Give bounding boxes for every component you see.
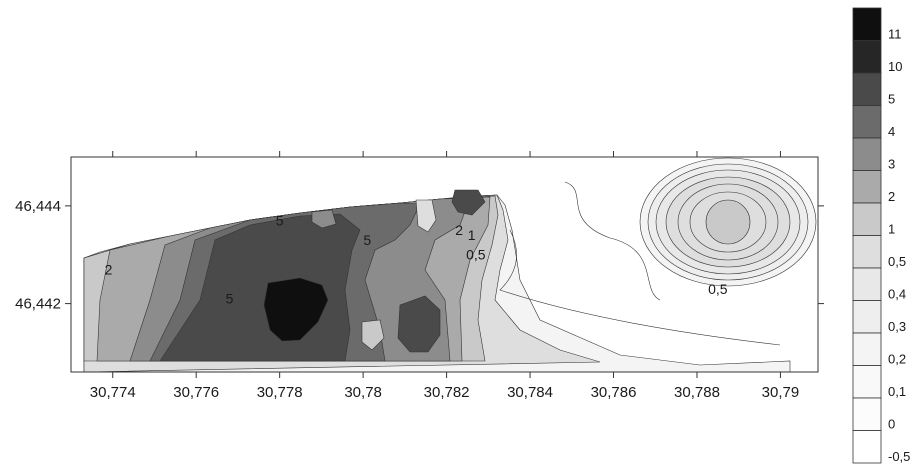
- legend-label: 2: [888, 189, 895, 204]
- contour-label: 5: [226, 291, 234, 307]
- contour-label: 5: [276, 212, 284, 228]
- contour-line: [499, 229, 781, 346]
- x-tick-label: 30,78: [344, 384, 382, 401]
- legend-swatch: [852, 137, 882, 171]
- legend-label: 11: [888, 27, 902, 42]
- contour-label: 1: [468, 227, 476, 243]
- legend-swatch: [852, 300, 882, 334]
- region-0-5-small: [415, 199, 437, 233]
- legend-label: 3: [888, 157, 895, 172]
- legend-swatch: [852, 170, 882, 204]
- legend-label: 10: [888, 59, 902, 74]
- legend-label: -0,5: [888, 449, 910, 464]
- legend-label: 0: [888, 417, 895, 432]
- dome-ring: [705, 199, 751, 245]
- legend-swatch: [852, 430, 882, 464]
- contour-label: 2: [105, 261, 113, 277]
- x-tick-label: 30,79: [762, 384, 800, 401]
- axes: 30,774 30,776 30,778 30,78 30,782 30,784 30,78…: [15, 151, 824, 401]
- legend-label: 0,2: [888, 352, 906, 367]
- contour-label: 5: [363, 232, 371, 248]
- legend-swatch: [852, 332, 882, 366]
- contour-line: [564, 181, 661, 301]
- plot-frame: [70, 156, 819, 373]
- legend-swatch: [852, 105, 882, 139]
- legend-swatch: [852, 72, 882, 106]
- contour-label: 0,5: [708, 281, 728, 297]
- x-tick-label: 30,776: [173, 384, 219, 401]
- region-5-small: [397, 295, 441, 353]
- plot-border: [70, 156, 819, 373]
- legend-label: 0,4: [888, 287, 906, 302]
- x-tick-label: 30,788: [674, 384, 720, 401]
- y-tick-label: 46,444: [15, 198, 61, 215]
- x-tick-label: 30,782: [424, 384, 470, 401]
- region-5-top: [451, 189, 486, 216]
- legend-swatch: [852, 267, 882, 301]
- legend-label: 0,5: [888, 254, 906, 269]
- x-tick-label: 30,786: [591, 384, 637, 401]
- region-3-small: [311, 209, 337, 229]
- legend-label: 5: [888, 92, 895, 107]
- region-11: [263, 277, 329, 342]
- contour-label: 0,5: [466, 247, 486, 263]
- legend-swatch: [852, 202, 882, 236]
- legend-label: 4: [888, 124, 895, 139]
- x-tick-label: 30,784: [507, 384, 553, 401]
- color-scale-legend: 11 10 5 4 3 2 1 0,5 0,4 0,3 0,2 0,1 0 -0,5: [852, 7, 910, 464]
- legend-label: 1: [888, 222, 895, 237]
- x-tick-label: 30,774: [90, 384, 136, 401]
- legend-swatch: [852, 397, 882, 431]
- legend-label: 0,3: [888, 319, 906, 334]
- x-tick-label: 30,778: [257, 384, 303, 401]
- contour-label: 2: [455, 222, 463, 238]
- contour-fills: [71, 157, 818, 372]
- legend-swatch: [852, 40, 882, 74]
- plot-area: [71, 157, 818, 372]
- legend-swatch: [852, 365, 882, 399]
- region-1-small: [361, 319, 385, 351]
- legend-swatch: [852, 235, 882, 269]
- legend-label: 0,1: [888, 384, 906, 399]
- y-tick-label: 46,442: [15, 296, 61, 313]
- legend-swatch: [852, 7, 882, 41]
